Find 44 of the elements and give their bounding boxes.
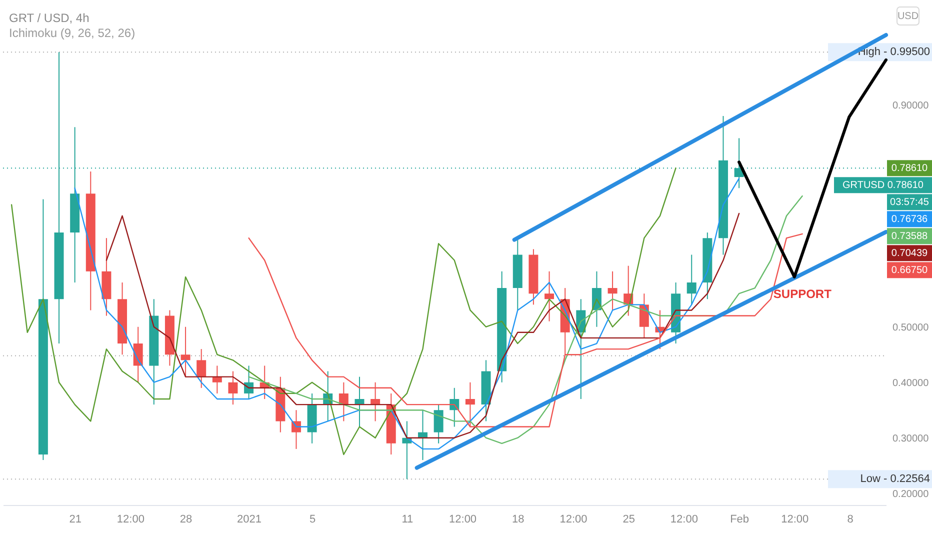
text: 0.66750 — [891, 265, 928, 276]
x-tick-label: 8 — [847, 514, 854, 526]
x-tick-label: 28 — [180, 514, 192, 526]
line-series — [10, 167, 676, 456]
x-tick-label: 18 — [512, 514, 524, 526]
text: GRT / USD, 4h — [9, 11, 90, 25]
y-tick-label: 0.90000 — [892, 100, 930, 112]
x-tick-label: 25 — [622, 514, 635, 526]
y-tick-label: 0.50000 — [892, 322, 930, 334]
text: USD — [897, 11, 919, 22]
text: 0.73588 — [891, 231, 928, 242]
annotation: SUPPORT — [773, 286, 832, 301]
candlestick — [544, 270, 554, 322]
candlestick — [418, 410, 428, 461]
x-tick-label: 5 — [309, 514, 316, 526]
candlestick — [180, 326, 190, 378]
text: 03:57:45 — [890, 197, 930, 208]
x-tick-label: 12:00 — [449, 514, 477, 526]
candlestick — [212, 365, 222, 394]
candlestick — [434, 404, 444, 444]
text: 0.76736 — [891, 214, 928, 226]
x-tick-label: 12:00 — [781, 514, 809, 526]
candlestick — [370, 382, 380, 422]
candlestick — [608, 270, 618, 311]
candlestick — [686, 254, 696, 306]
x-tick-label: 21 — [69, 514, 82, 526]
x-tick-label: 12:00 — [560, 514, 588, 526]
x-tick-label: 12:00 — [670, 514, 698, 526]
y-tick-label: 0.30000 — [892, 433, 930, 444]
x-tick-label: 11 — [402, 514, 414, 526]
text: 0.78610 — [891, 163, 928, 174]
x-tick-label: 12:00 — [116, 514, 144, 526]
text: Ichimoku (9, 26, 52, 26) — [9, 26, 136, 40]
y-tick-label: 0.40000 — [892, 378, 930, 389]
y-tick-label: 0.20000 — [892, 488, 930, 500]
line-series — [738, 58, 888, 278]
candlestick — [196, 348, 206, 388]
ref-line-label: Low - 0.22564 — [860, 473, 930, 486]
candlestick — [338, 382, 348, 422]
text: 0.70439 — [891, 248, 928, 260]
x-tick-label: Feb — [730, 514, 750, 526]
annotation: GRTUSD 0.78610 — [842, 180, 924, 192]
candlestick — [228, 370, 238, 406]
x-tick-label: 2021 — [237, 514, 262, 526]
